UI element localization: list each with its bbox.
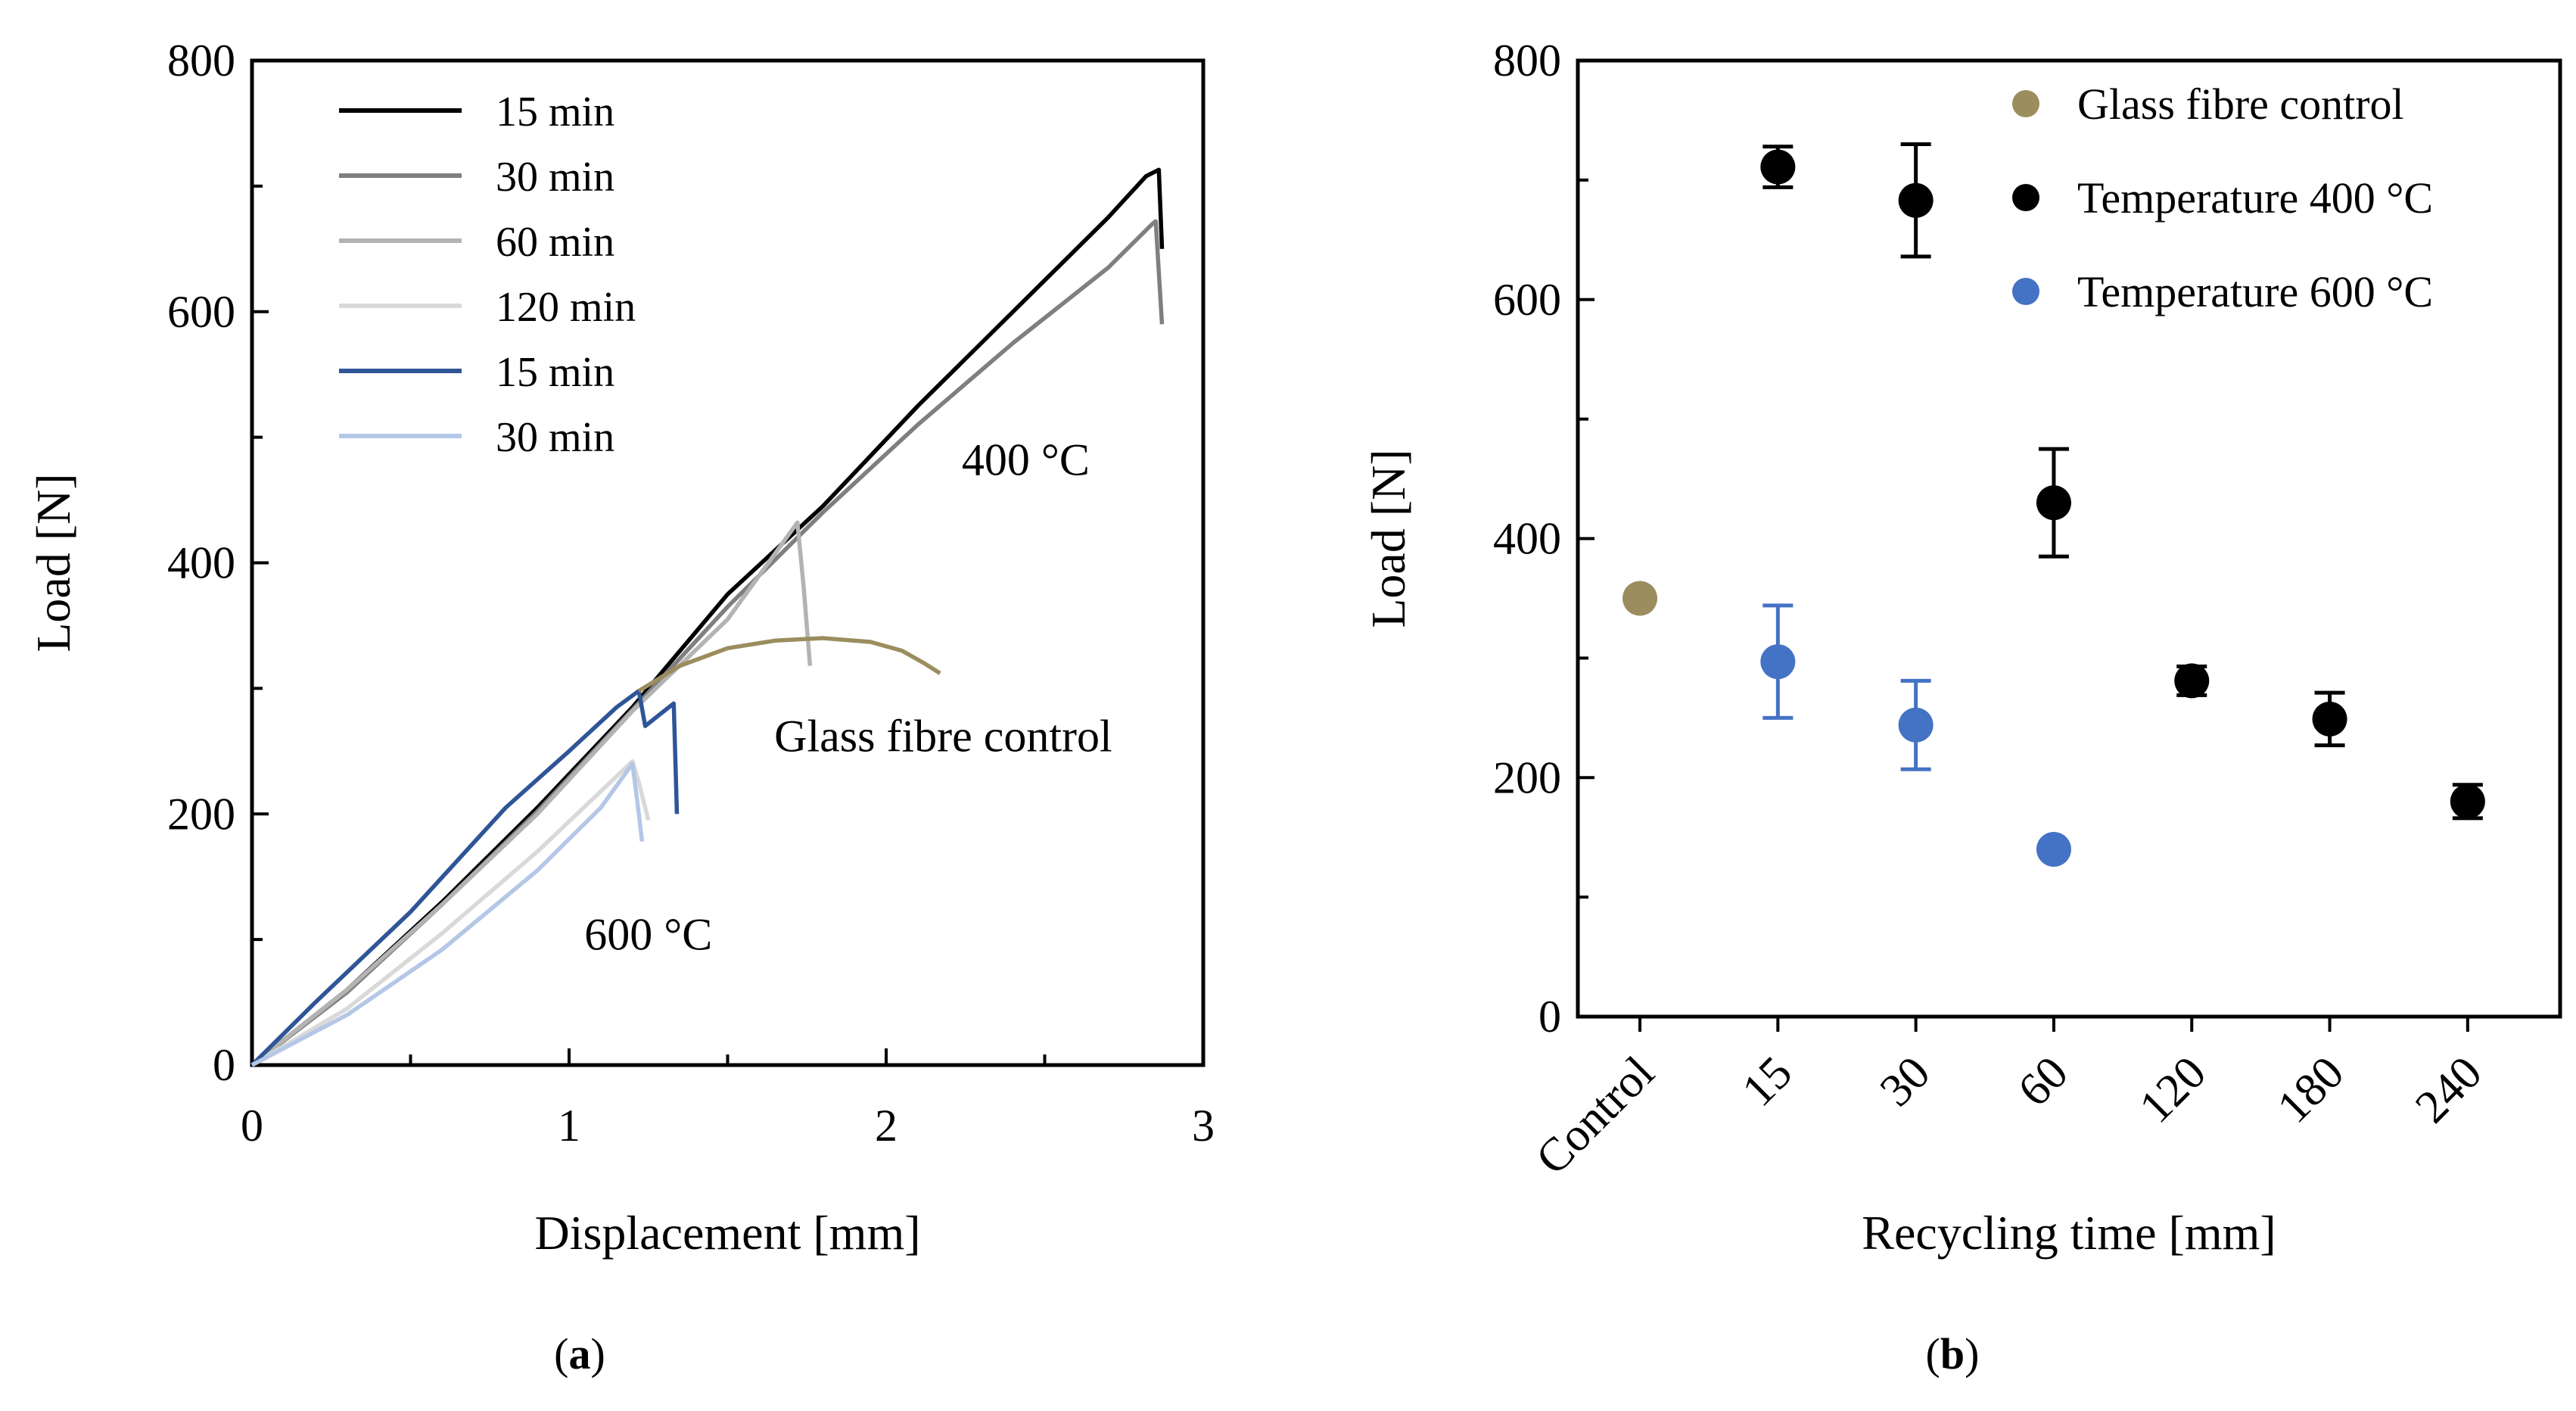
legend-label-a: 30 min <box>496 154 614 201</box>
y-tick-label-a: 800 <box>167 36 235 86</box>
data-point-b <box>1898 707 1934 743</box>
y-tick-label-b: 800 <box>1493 36 1561 86</box>
x-axis-label-b: Recycling time [mm] <box>1862 1206 2276 1260</box>
series-line-a <box>250 762 645 1067</box>
panel-b-label-close: ) <box>1965 1329 1979 1378</box>
chart-a-load-displacement: 0 200 400 600 800 0 1 2 3 Displacement [mm] Load [… <box>26 36 1215 1260</box>
legend-b: Glass fibre control Temperature 400 °C Tem… <box>2012 79 2433 316</box>
data-point-b <box>1898 182 1934 218</box>
x-tick-label-a: 1 <box>558 1101 580 1151</box>
x-tick-label-b: 120 <box>2130 1047 2216 1133</box>
panel-b-label: (b) <box>1926 1329 1980 1378</box>
x-tick-label-b: 180 <box>2268 1047 2354 1133</box>
panel-a-label: (a) <box>554 1329 605 1378</box>
x-tick-label-b: 60 <box>2008 1047 2078 1117</box>
series-line-a <box>250 758 651 1067</box>
y-tick-label-a: 0 <box>213 1040 235 1090</box>
panel-a-label-open: ( <box>554 1329 568 1378</box>
data-point-b <box>1760 149 1796 185</box>
legend-label-b: Glass fibre control <box>2077 79 2404 129</box>
data-point-b <box>2036 831 2071 867</box>
y-tick-label-b: 200 <box>1493 752 1561 802</box>
y-tick-label-a: 400 <box>167 538 235 588</box>
series-line-a <box>637 636 941 693</box>
y-tick-label-a: 600 <box>167 287 235 337</box>
panel-b-label-letter: b <box>1940 1329 1965 1378</box>
data-point-b <box>2174 663 2210 699</box>
x-tick-label-b: 15 <box>1732 1047 1802 1117</box>
legend-label-b: Temperature 400 °C <box>2077 173 2433 223</box>
annotation-a: 400 °C <box>962 435 1090 484</box>
x-tick-label-b: 30 <box>1871 1047 1940 1117</box>
x-tick-label-a: 0 <box>241 1101 263 1151</box>
data-point-b <box>2312 701 2347 737</box>
x-tick-label-b: Control <box>1526 1047 1664 1185</box>
legend-label-a: 15 min <box>496 349 614 396</box>
series-line-a <box>250 520 813 1067</box>
chart-b-load-recycling-time: 0 200 400 600 800 Control 15 30 60 120 180 240 Recyc… <box>1361 36 2562 1260</box>
y-axis-label-a: Load [N] <box>26 473 80 652</box>
legend-a: 15 min 30 min 60 min 120 min 15 min 30 min <box>339 89 636 461</box>
legend-label-a: 120 min <box>496 284 636 331</box>
x-tick-label-a: 3 <box>1192 1101 1215 1151</box>
legend-label-a: 15 min <box>496 89 614 135</box>
panel-a-label-letter: a <box>569 1329 591 1378</box>
y-axis-label-b: Load [N] <box>1361 449 1415 628</box>
series-line-a <box>250 688 680 1067</box>
x-axis-label-a: Displacement [mm] <box>534 1206 920 1260</box>
panel-a-label-close: ) <box>591 1329 605 1378</box>
y-tick-label-b: 400 <box>1493 514 1561 564</box>
annotation-a: 600 °C <box>584 909 712 959</box>
legend-label-a: 30 min <box>496 414 614 461</box>
x-tick-label-b: 240 <box>2406 1047 2492 1133</box>
legend-label-a: 60 min <box>496 219 614 266</box>
legend-marker-b <box>2012 278 2039 305</box>
data-point-b <box>1760 644 1796 680</box>
data-point-b <box>2450 783 2485 819</box>
y-tick-label-b: 600 <box>1493 275 1561 325</box>
annotation-a: Glass fibre control <box>774 711 1112 761</box>
plot-frame-a <box>250 58 1206 1067</box>
y-tick-label-b: 0 <box>1538 992 1561 1042</box>
x-tick-label-a: 2 <box>875 1101 898 1151</box>
panel-b-label-open: ( <box>1926 1329 1940 1378</box>
legend-marker-b <box>2012 90 2039 117</box>
legend-label-b: Temperature 600 °C <box>2077 267 2433 316</box>
legend-marker-b <box>2012 184 2039 211</box>
y-tick-label-a: 200 <box>167 789 235 839</box>
data-point-b <box>1622 581 1658 616</box>
data-point-b <box>2036 485 2071 521</box>
